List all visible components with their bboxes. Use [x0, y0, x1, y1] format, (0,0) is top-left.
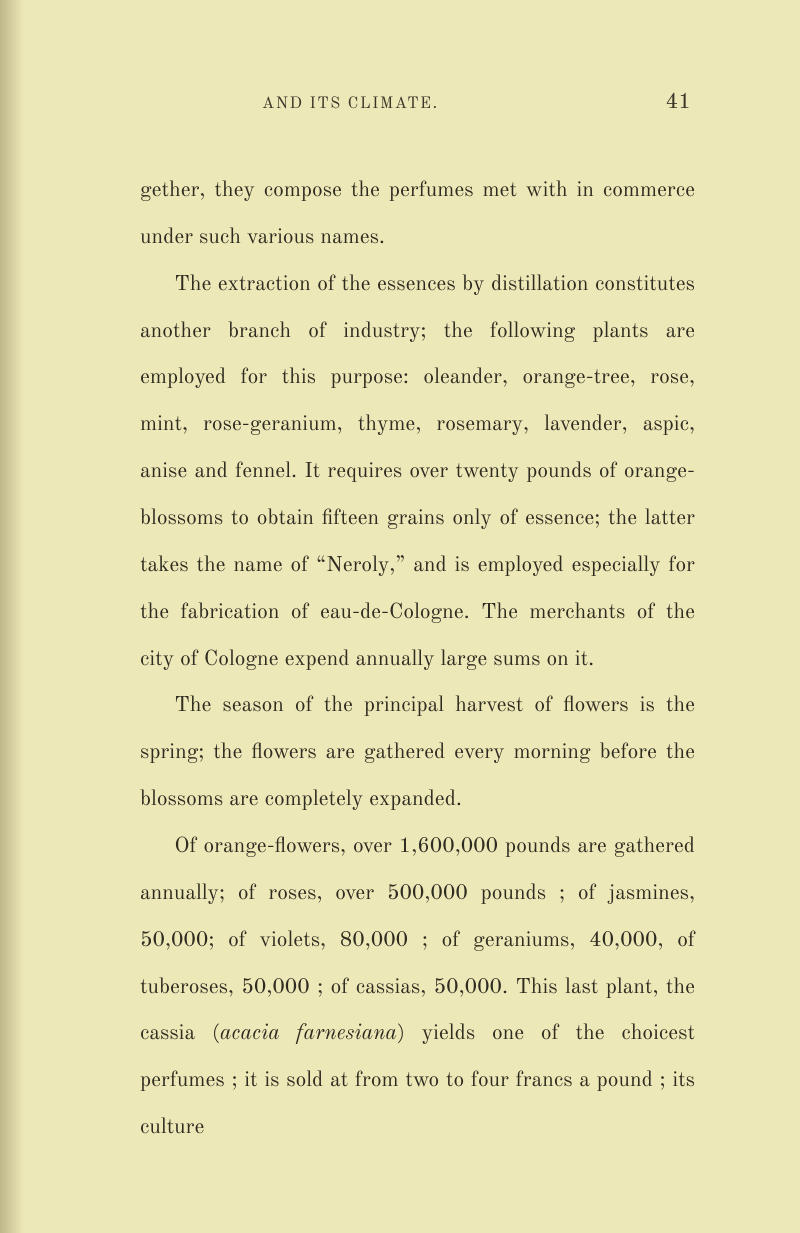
body-text: gether, they compose the perfumes met wi…	[140, 169, 695, 1153]
botanical-name: acacia far­nesiana	[220, 1024, 397, 1045]
paragraph-3: The season of the principal harvest of f…	[140, 684, 695, 825]
paragraph-4-part-a: Of orange-flowers, over 1,600,000 pounds…	[140, 837, 695, 1045]
running-head: AND ITS CLIMATE.	[262, 94, 439, 114]
paragraph-1: gether, they compose the perfumes met wi…	[140, 169, 695, 263]
page-number: 41	[665, 90, 691, 117]
page-header: AND ITS CLIMATE. 41	[140, 90, 695, 117]
paragraph-2: The extraction of the essences by distil…	[140, 263, 695, 685]
page-content: AND ITS CLIMATE. 41 gether, they compose…	[0, 0, 800, 1233]
paragraph-4: Of orange-flowers, over 1,600,000 pounds…	[140, 825, 695, 1153]
